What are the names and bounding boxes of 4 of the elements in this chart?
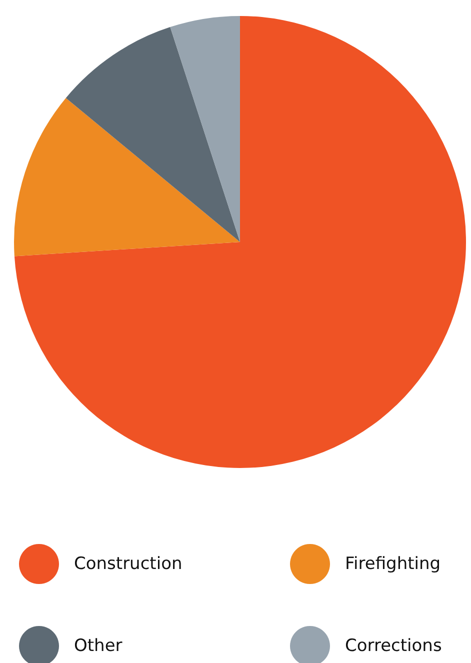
legend-label: Construction (74, 554, 182, 574)
legend-label: Firefighting (345, 554, 441, 574)
legend-label: Other (74, 636, 122, 656)
legend-label: Corrections (345, 636, 442, 656)
